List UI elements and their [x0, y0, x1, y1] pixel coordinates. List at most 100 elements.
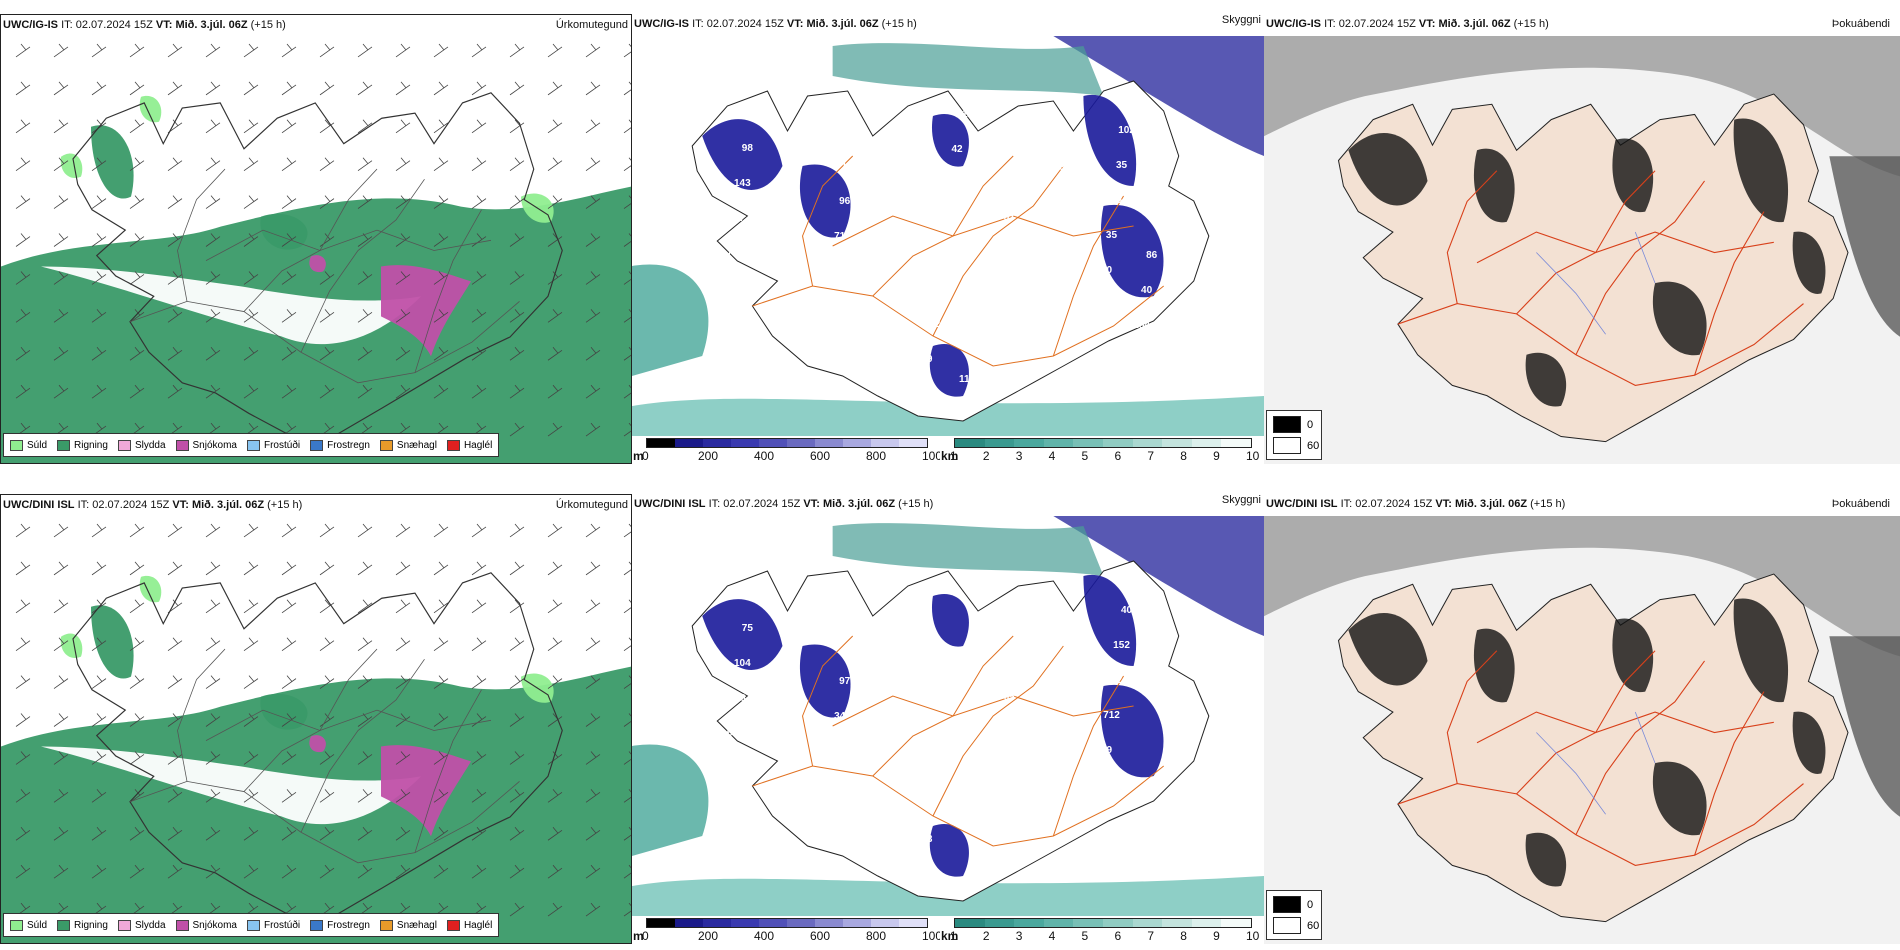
wind-barb [471, 81, 487, 96]
legend-label: Frostúði [263, 919, 301, 931]
legend-label: Rigning [74, 439, 108, 451]
wind-barb [15, 81, 31, 96]
wind-barb [53, 347, 69, 361]
wind-barb [585, 271, 601, 285]
road-line [300, 659, 425, 833]
wind-barb [357, 195, 373, 209]
road-line [932, 165, 1064, 337]
wind-barb [205, 347, 221, 361]
wind-barb [205, 309, 221, 323]
colorbar-step [1221, 439, 1251, 447]
legend-swatch [379, 439, 393, 451]
low-vis-area [1083, 94, 1137, 186]
wind-barb [15, 827, 31, 841]
wind-barb [357, 789, 373, 803]
wind-barb [585, 43, 601, 58]
wind-barb [547, 827, 563, 841]
visibility-value: 58 [717, 318, 729, 329]
wind-barb [243, 384, 259, 399]
wind-barb [129, 43, 145, 58]
visibility-value: 80 [864, 321, 876, 332]
wind-barb [395, 43, 411, 58]
wind-barb [585, 309, 601, 323]
visibility-value: 176 [821, 781, 838, 792]
visibility-value: 54 [1151, 215, 1163, 226]
visibility-value: 104 [734, 658, 751, 669]
wind-barb [471, 523, 487, 538]
precip-panel-row2: UWC/DINI ISL IT: 02.07.2024 15Z VT: Mið.… [0, 494, 632, 944]
colorbar-tick: 7 [1147, 929, 1155, 943]
wind-barb [509, 902, 525, 917]
visibility-value: 101 [744, 108, 761, 119]
wind-barb [547, 422, 563, 437]
precip-map [1, 517, 631, 943]
wind-barb [53, 119, 69, 134]
road-line [932, 645, 1064, 817]
visibility-value: 32 [767, 268, 779, 279]
panel-header: UWC/IG-IS IT: 02.07.2024 15Z VT: Mið. 3.… [3, 19, 628, 31]
wind-barb [91, 789, 107, 803]
wind-barb [357, 864, 373, 879]
precip-area [91, 605, 134, 679]
wind-barb [243, 599, 259, 614]
wind-barb [471, 43, 487, 58]
wind-barb [433, 81, 449, 96]
visibility-value: 97 [839, 676, 851, 687]
wind-barb [15, 195, 31, 209]
wind-barb [357, 157, 373, 172]
fog-area [1348, 613, 1428, 686]
wind-barb [129, 271, 145, 285]
colorbar-tick: 400 [754, 929, 775, 943]
wind-barb [167, 195, 183, 209]
colorbar-step [1132, 439, 1163, 447]
low-vis-area [931, 594, 969, 647]
wind-barb [167, 271, 183, 285]
wind-barb [395, 347, 411, 361]
wind-barb [395, 384, 411, 399]
legend-label: Frostregn [327, 919, 370, 931]
visibility-value: 35 [1116, 160, 1128, 171]
wind-barb [623, 43, 631, 58]
wind-barb [129, 713, 145, 727]
fog-area [1733, 118, 1789, 223]
visibility-value: 712 [1103, 710, 1120, 721]
road-line [205, 229, 492, 262]
visibility-value: 65 [1004, 692, 1016, 703]
legend-swatch [57, 439, 71, 451]
visibility-value: 143 [734, 178, 751, 189]
visibility-value: 66 [1111, 195, 1123, 206]
visibility-value: 184 [1133, 320, 1150, 331]
wind-barb [547, 195, 563, 209]
wind-barb [91, 347, 107, 361]
colorbar-unit: km [941, 929, 959, 943]
legend-label: Frostúði [263, 439, 301, 451]
visibility-value: 32 [901, 194, 913, 205]
legend-label: Snæhagl [396, 919, 437, 931]
colorbar-step [787, 439, 815, 447]
wind-barb [167, 637, 183, 652]
fog-panel-row2: UWC/DINI ISL IT: 02.07.2024 15Z VT: Mið.… [1264, 494, 1900, 944]
wind-barb [585, 827, 601, 841]
wind-barb [281, 789, 297, 803]
visibility-value: 96 [839, 196, 851, 207]
precip-area [139, 575, 162, 603]
visibility-value: 46 [1024, 852, 1036, 863]
colorbar-step [899, 439, 927, 447]
wind-barb [319, 827, 335, 841]
visibility-value: 59 [921, 354, 933, 365]
precip-legend: Súld Rigning Slydda Snjókoma Frostúði Frostre… [3, 913, 500, 937]
wind-barb [15, 384, 31, 399]
wind-barb [129, 384, 145, 399]
visibility-value: 36 [1131, 835, 1143, 846]
precip-legend: Súld Rigning Slydda Snjókoma Frostúði Frostre… [3, 433, 500, 457]
wind-barb [547, 789, 563, 803]
wind-barb [547, 43, 563, 58]
wind-barb [205, 523, 221, 538]
coastline [72, 572, 563, 920]
wind-barb [509, 561, 525, 576]
visibility-value: 48 [926, 799, 938, 810]
road-line [1397, 783, 1804, 867]
wind-barb [243, 789, 259, 803]
visibility-value: 105 [1123, 90, 1140, 101]
wind-barb [395, 864, 411, 879]
